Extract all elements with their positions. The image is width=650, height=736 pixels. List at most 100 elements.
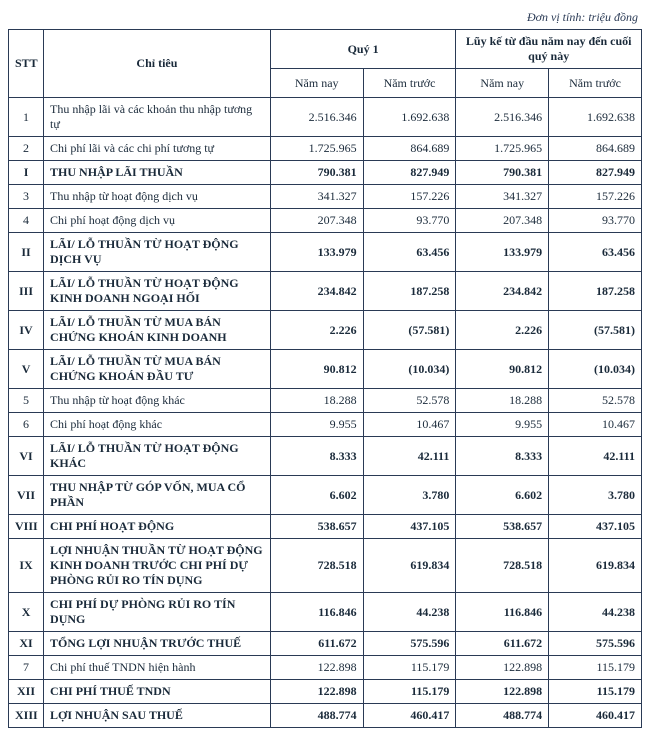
cell-yk-prev: 42.111 — [549, 437, 642, 476]
th-chitieu: Chỉ tiêu — [44, 30, 271, 98]
cell-stt: 3 — [9, 185, 44, 209]
cell-q1-prev: 63.456 — [363, 233, 456, 272]
cell-q1-prev: 460.417 — [363, 704, 456, 728]
cell-yk-prev: 827.949 — [549, 161, 642, 185]
cell-stt: XI — [9, 632, 44, 656]
cell-q1-prev: 437.105 — [363, 515, 456, 539]
table-row: 2Chi phí lãi và các chi phí tương tự1.72… — [9, 137, 642, 161]
cell-yk-now: 18.288 — [456, 389, 549, 413]
cell-stt: III — [9, 272, 44, 311]
cell-q1-now: 790.381 — [270, 161, 363, 185]
cell-yk-prev: 619.834 — [549, 539, 642, 593]
cell-q1-now: 538.657 — [270, 515, 363, 539]
cell-yk-prev: 93.770 — [549, 209, 642, 233]
cell-stt: 2 — [9, 137, 44, 161]
cell-yk-now: 488.774 — [456, 704, 549, 728]
cell-label: LÃI/ LỖ THUẦN TỪ HOẠT ĐỘNG KHÁC — [44, 437, 271, 476]
th-q1: Quý 1 — [270, 30, 456, 69]
cell-yk-now: 341.327 — [456, 185, 549, 209]
cell-q1-prev: 575.596 — [363, 632, 456, 656]
cell-yk-now: 9.955 — [456, 413, 549, 437]
cell-q1-prev: 44.238 — [363, 593, 456, 632]
cell-stt: X — [9, 593, 44, 632]
table-row: IIILÃI/ LỖ THUẦN TỪ HOẠT ĐỘNG KINH DOANH… — [9, 272, 642, 311]
cell-label: Chi phí lãi và các chi phí tương tự — [44, 137, 271, 161]
cell-label: LÃI/ LỖ THUẦN TỪ MUA BÁN CHỨNG KHOÁN ĐẦU… — [44, 350, 271, 389]
th-q1-namnay: Năm nay — [270, 69, 363, 98]
cell-q1-prev: 1.692.638 — [363, 98, 456, 137]
table-row: XIICHI PHÍ THUẾ TNDN122.898115.179122.89… — [9, 680, 642, 704]
cell-q1-prev: 10.467 — [363, 413, 456, 437]
cell-label: Chi phí thuế TNDN hiện hành — [44, 656, 271, 680]
cell-q1-now: 6.602 — [270, 476, 363, 515]
cell-stt: I — [9, 161, 44, 185]
th-luyke: Lũy kế từ đầu năm nay đến cuối quý này — [456, 30, 642, 69]
cell-q1-now: 1.725.965 — [270, 137, 363, 161]
cell-label: LÃI/ LỖ THUẦN TỪ MUA BÁN CHỨNG KHOÁN KIN… — [44, 311, 271, 350]
cell-q1-prev: 52.578 — [363, 389, 456, 413]
table-row: XITỔNG LỢI NHUẬN TRƯỚC THUẾ611.672575.59… — [9, 632, 642, 656]
table-row: XCHI PHÍ DỰ PHÒNG RỦI RO TÍN DỤNG116.846… — [9, 593, 642, 632]
cell-yk-prev: 1.692.638 — [549, 98, 642, 137]
th-yk-namtruoc: Năm trước — [549, 69, 642, 98]
cell-yk-prev: 460.417 — [549, 704, 642, 728]
table-row: 4Chi phí hoạt động dịch vụ207.34893.7702… — [9, 209, 642, 233]
cell-stt: 5 — [9, 389, 44, 413]
cell-q1-prev: 115.179 — [363, 656, 456, 680]
cell-yk-now: 6.602 — [456, 476, 549, 515]
cell-yk-prev: 10.467 — [549, 413, 642, 437]
cell-yk-prev: 44.238 — [549, 593, 642, 632]
table-row: 1Thu nhập lãi và các khoản thu nhập tươn… — [9, 98, 642, 137]
cell-stt: IX — [9, 539, 44, 593]
cell-yk-now: 790.381 — [456, 161, 549, 185]
th-yk-namnay: Năm nay — [456, 69, 549, 98]
cell-label: LỢI NHUẬN THUẦN TỪ HOẠT ĐỘNG KINH DOANH … — [44, 539, 271, 593]
cell-stt: 4 — [9, 209, 44, 233]
cell-q1-prev: 619.834 — [363, 539, 456, 593]
cell-stt: XII — [9, 680, 44, 704]
cell-yk-now: 1.725.965 — [456, 137, 549, 161]
cell-q1-prev: 187.258 — [363, 272, 456, 311]
table-row: VIITHU NHẬP TỪ GÓP VỐN, MUA CỔ PHẦN6.602… — [9, 476, 642, 515]
cell-yk-now: 122.898 — [456, 680, 549, 704]
cell-q1-now: 90.812 — [270, 350, 363, 389]
cell-q1-now: 116.846 — [270, 593, 363, 632]
table-row: XIIILỢI NHUẬN SAU THUẾ488.774460.417488.… — [9, 704, 642, 728]
th-q1-namtruoc: Năm trước — [363, 69, 456, 98]
cell-yk-prev: 3.780 — [549, 476, 642, 515]
cell-q1-now: 2.226 — [270, 311, 363, 350]
table-row: IVLÃI/ LỖ THUẦN TỪ MUA BÁN CHỨNG KHOÁN K… — [9, 311, 642, 350]
cell-q1-prev: 864.689 — [363, 137, 456, 161]
table-row: VLÃI/ LỖ THUẦN TỪ MUA BÁN CHỨNG KHOÁN ĐẦ… — [9, 350, 642, 389]
table-row: 5Thu nhập từ hoạt động khác18.28852.5781… — [9, 389, 642, 413]
table-row: IILÃI/ LỖ THUẦN TỪ HOẠT ĐỘNG DỊCH VỤ133.… — [9, 233, 642, 272]
table-row: 6Chi phí hoạt động khác9.95510.4679.9551… — [9, 413, 642, 437]
cell-q1-prev: 827.949 — [363, 161, 456, 185]
cell-yk-now: 728.518 — [456, 539, 549, 593]
cell-yk-now: 122.898 — [456, 656, 549, 680]
cell-yk-prev: (57.581) — [549, 311, 642, 350]
cell-q1-now: 234.842 — [270, 272, 363, 311]
cell-stt: XIII — [9, 704, 44, 728]
table-row: VILÃI/ LỖ THUẦN TỪ HOẠT ĐỘNG KHÁC8.33342… — [9, 437, 642, 476]
cell-q1-prev: (57.581) — [363, 311, 456, 350]
cell-q1-prev: 3.780 — [363, 476, 456, 515]
cell-q1-prev: 93.770 — [363, 209, 456, 233]
th-stt: STT — [9, 30, 44, 98]
cell-label: THU NHẬP TỪ GÓP VỐN, MUA CỔ PHẦN — [44, 476, 271, 515]
cell-stt: VII — [9, 476, 44, 515]
cell-label: CHI PHÍ THUẾ TNDN — [44, 680, 271, 704]
table-row: VIIICHI PHÍ HOẠT ĐỘNG538.657437.105538.6… — [9, 515, 642, 539]
cell-yk-prev: 63.456 — [549, 233, 642, 272]
cell-q1-now: 341.327 — [270, 185, 363, 209]
cell-yk-now: 538.657 — [456, 515, 549, 539]
cell-yk-now: 611.672 — [456, 632, 549, 656]
cell-q1-now: 2.516.346 — [270, 98, 363, 137]
table-row: IXLỢI NHUẬN THUẦN TỪ HOẠT ĐỘNG KINH DOAN… — [9, 539, 642, 593]
cell-q1-now: 8.333 — [270, 437, 363, 476]
cell-stt: IV — [9, 311, 44, 350]
table-row: 3Thu nhập từ hoạt động dịch vụ341.327157… — [9, 185, 642, 209]
cell-q1-now: 207.348 — [270, 209, 363, 233]
cell-q1-now: 611.672 — [270, 632, 363, 656]
cell-yk-prev: (10.034) — [549, 350, 642, 389]
